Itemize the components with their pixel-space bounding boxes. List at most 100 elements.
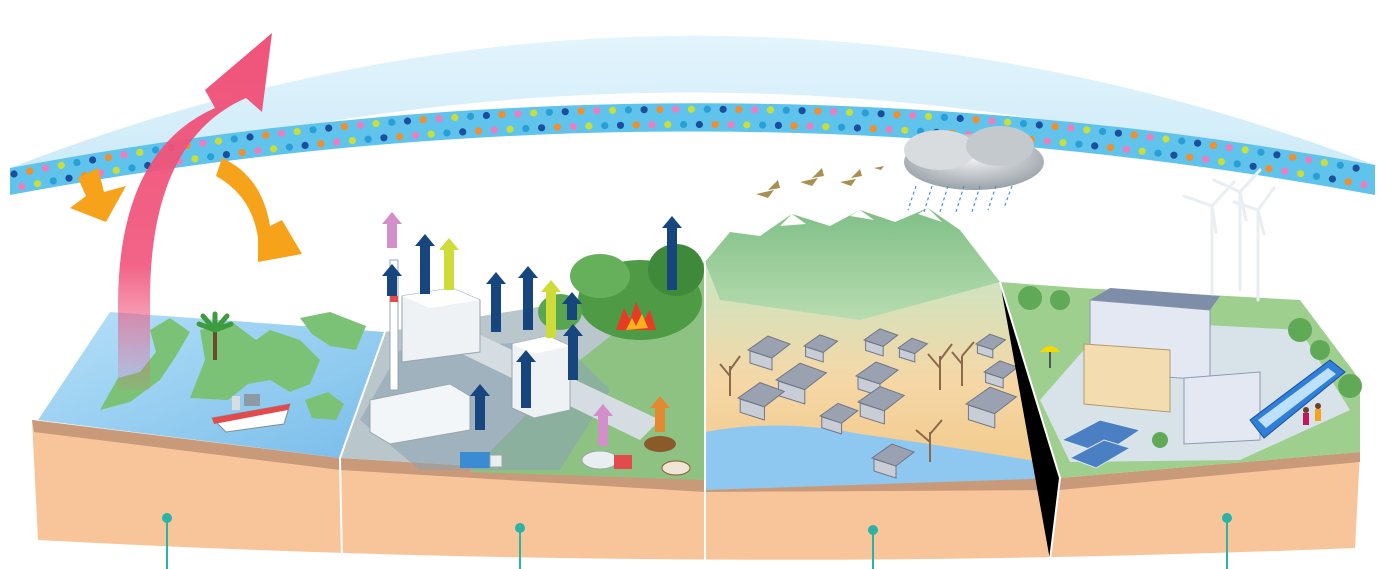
- ghg-molecule: [262, 131, 270, 139]
- ghg-molecule: [34, 180, 42, 188]
- ghg-molecule: [719, 105, 727, 113]
- tanker-truck-icon: [581, 450, 632, 470]
- ghg-molecule: [380, 134, 388, 142]
- ghg-molecule: [877, 110, 885, 118]
- ghg-molecule: [861, 109, 869, 117]
- house-icon: [896, 337, 929, 363]
- ghg-molecule: [396, 132, 404, 141]
- ghg-molecule: [640, 106, 648, 114]
- ghg-molecule: [1257, 148, 1265, 156]
- ghg-molecule: [924, 112, 933, 120]
- ghg-molecule: [199, 139, 207, 147]
- ghg-molecule: [427, 130, 435, 138]
- ghg-molecule: [309, 126, 317, 134]
- ghg-molecule: [1289, 153, 1297, 161]
- ghg-molecule: [514, 110, 522, 118]
- ghg-molecule: [57, 161, 65, 169]
- ghg-molecule: [988, 117, 996, 125]
- ghg-molecule: [1344, 178, 1352, 186]
- ghg-molecule: [451, 113, 459, 122]
- pedestrians-icon: [1303, 403, 1321, 425]
- emission-arrow: [650, 396, 670, 432]
- ghg-molecule: [798, 107, 806, 115]
- ghg-molecule: [1209, 141, 1218, 149]
- ghg-molecule: [89, 156, 97, 164]
- ghg-molecule: [152, 146, 160, 154]
- ghg-molecule: [254, 147, 262, 155]
- landmass-right: [300, 312, 366, 350]
- ghg-molecule: [1328, 175, 1336, 183]
- ghg-molecule: [364, 135, 372, 143]
- ghg-molecule: [246, 133, 254, 141]
- emission-arrow: [563, 324, 583, 380]
- panel-emissions: [340, 212, 705, 480]
- house-icon: [802, 334, 839, 363]
- lorry-icon: [460, 452, 503, 468]
- ghg-molecule: [664, 121, 672, 129]
- ghg-molecule: [751, 106, 759, 114]
- ghg-molecule: [1186, 153, 1194, 161]
- upper-atmosphere-band: [10, 35, 1375, 195]
- ghg-molecule: [1312, 172, 1321, 180]
- ghg-molecule: [680, 120, 688, 129]
- ghg-molecule: [1352, 164, 1360, 172]
- ghg-molecule: [1249, 162, 1257, 170]
- ghg-molecule: [340, 123, 349, 131]
- emission-arrows: [382, 212, 682, 446]
- emission-arrow: [516, 350, 536, 408]
- solar-panels-icon: [1060, 419, 1142, 469]
- ghg-molecule: [522, 124, 530, 133]
- ghg-molecule: [1051, 122, 1059, 131]
- ghg-molecule: [136, 148, 144, 156]
- ghg-molecule: [230, 135, 238, 143]
- ghg-molecule: [293, 127, 301, 136]
- ghg-molecule: [711, 120, 719, 129]
- ghg-molecule: [530, 109, 538, 117]
- city-trees: [1018, 286, 1362, 448]
- ghg-molecule: [561, 108, 569, 116]
- house-icon: [862, 328, 899, 357]
- ghg-molecule: [569, 123, 577, 131]
- ghg-molecule: [388, 118, 396, 126]
- ghg-molecule: [207, 153, 215, 161]
- callout-markers: [162, 513, 1232, 569]
- ghg-molecule: [419, 116, 427, 124]
- panel-greenhouse-effect: [38, 33, 385, 458]
- ghg-molecule: [1099, 127, 1107, 136]
- ghg-molecule: [972, 116, 980, 124]
- ghg-molecule: [222, 151, 230, 159]
- emission-arrow: [382, 212, 402, 248]
- emission-arrow: [662, 216, 682, 290]
- ghg-molecule: [1067, 124, 1075, 132]
- house-icon: [870, 443, 916, 479]
- ground-base: [32, 420, 1360, 560]
- ghg-molecule: [1162, 135, 1170, 143]
- house-icon: [974, 333, 1007, 359]
- ghg-molecule: [498, 111, 506, 119]
- ghg-molecule: [656, 105, 664, 114]
- ghg-molecule: [1091, 142, 1099, 150]
- ghg-molecule: [65, 174, 73, 182]
- emission-arrow: [518, 266, 538, 330]
- snow-caps: [780, 208, 942, 226]
- power-plant-icon: [369, 259, 481, 445]
- rain-cloud-icon: [904, 126, 1044, 213]
- ghg-molecule: [403, 117, 412, 125]
- ghg-molecule: [909, 111, 917, 120]
- ghg-molecule: [830, 108, 838, 116]
- migrating-birds-icon: [756, 166, 884, 198]
- dead-trees: [719, 341, 975, 462]
- ghg-molecule: [553, 123, 561, 131]
- landmass-center: [190, 322, 320, 400]
- ghg-molecule: [790, 122, 798, 130]
- callout-marker-mitigation: [1222, 513, 1232, 569]
- picnic-umbrella-icon: [1040, 346, 1060, 368]
- house-icon: [856, 386, 906, 425]
- ghg-molecule: [1035, 121, 1043, 129]
- ghg-molecule: [372, 120, 380, 128]
- ghg-molecule: [1019, 120, 1028, 128]
- ghg-molecule: [1043, 137, 1051, 145]
- emission-arrow: [415, 234, 435, 294]
- ghg-molecule: [538, 124, 546, 132]
- palm-tree-icon: [196, 311, 234, 360]
